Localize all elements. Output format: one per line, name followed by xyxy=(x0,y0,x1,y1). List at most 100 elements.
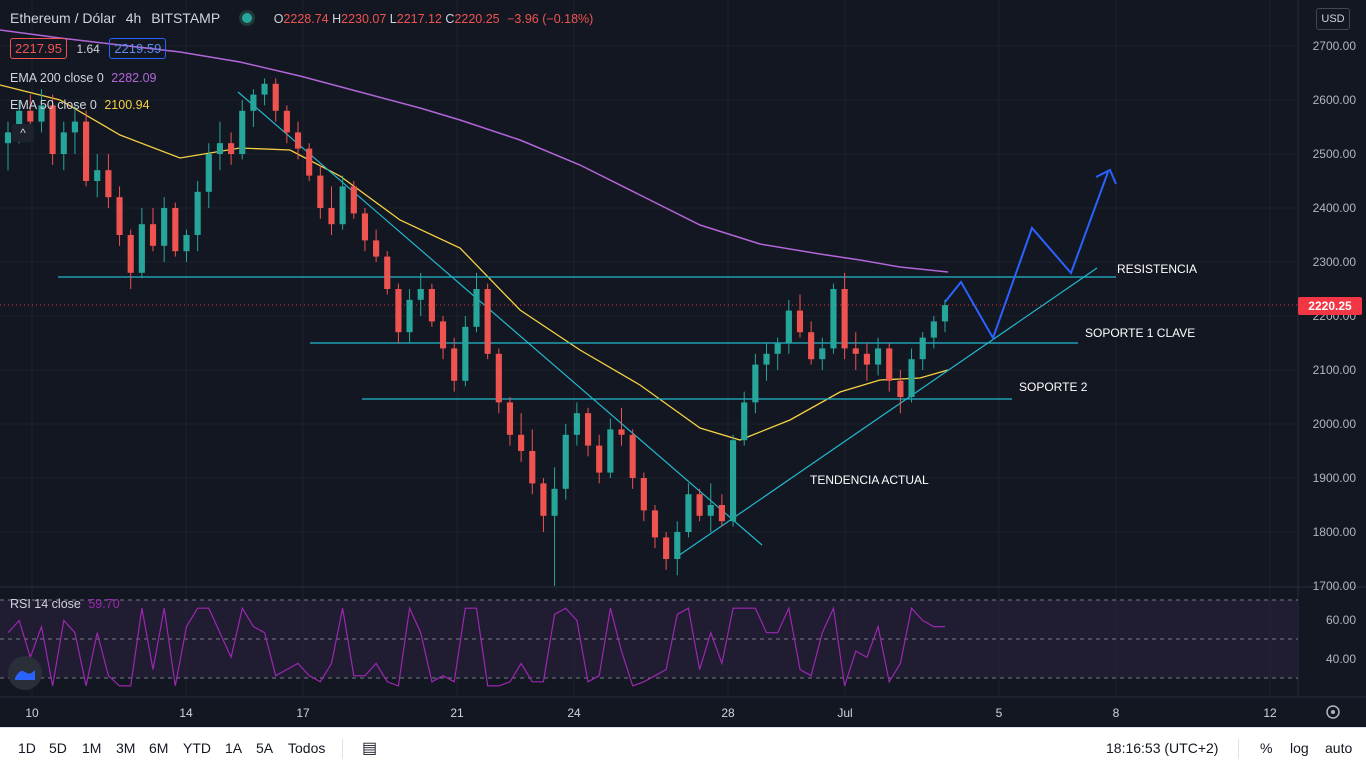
main-chart[interactable]: RESISTENCIA SOPORTE 1 CLAVE SOPORTE 2 TE… xyxy=(0,0,1366,727)
candle-body xyxy=(897,380,904,397)
candle-body xyxy=(105,170,112,198)
candle-body xyxy=(451,348,458,381)
candle-body xyxy=(328,208,335,225)
range-1d[interactable]: 1D xyxy=(18,740,36,756)
interval-label[interactable]: 4h xyxy=(125,10,142,26)
candle-body xyxy=(875,348,882,365)
ask-button[interactable]: 2219.59 xyxy=(109,38,167,59)
range-5a[interactable]: 5A xyxy=(256,740,274,756)
price-tick: 2600.00 xyxy=(1313,93,1357,107)
symbol-header[interactable]: Ethereum / Dólar 4h BITSTAMP O2228.74 H2… xyxy=(10,10,594,26)
candle-body xyxy=(306,148,313,176)
candle-body xyxy=(406,299,413,333)
candle-body xyxy=(228,143,235,154)
candle-body xyxy=(830,289,837,349)
tradingview-logo-icon[interactable] xyxy=(8,656,42,690)
candle-body xyxy=(841,289,848,349)
range-todos[interactable]: Todos xyxy=(288,740,326,756)
candle-body xyxy=(562,434,569,489)
date-range-icon[interactable]: ▤ xyxy=(362,740,378,757)
candle-body xyxy=(919,337,926,360)
candle-body xyxy=(729,440,737,522)
candle-body xyxy=(663,537,670,559)
symbol-name[interactable]: Ethereum / Dólar xyxy=(10,10,116,26)
toolbar-divider xyxy=(342,739,343,759)
bid-button[interactable]: 2217.95 xyxy=(10,38,67,59)
candle-body xyxy=(27,110,34,122)
rsi-value: 59.70 xyxy=(88,597,120,611)
ema200-line xyxy=(0,29,949,273)
candle-body xyxy=(674,532,681,559)
collapse-legend-button[interactable]: ^ xyxy=(12,124,34,142)
candle-body xyxy=(462,326,469,381)
range-1a[interactable]: 1A xyxy=(225,740,243,756)
candle-body xyxy=(529,451,536,484)
candle-body xyxy=(373,240,380,257)
clock-time[interactable]: 18:16:53 (UTC+2) xyxy=(1106,740,1219,756)
candle-body xyxy=(540,483,547,516)
time-tick: 24 xyxy=(567,706,581,720)
candle-body xyxy=(194,191,201,235)
candle-body xyxy=(339,186,346,225)
candle-body xyxy=(741,402,748,441)
candle-body xyxy=(696,494,703,516)
gear-icon[interactable] xyxy=(1326,705,1340,719)
price-tick: 2300.00 xyxy=(1313,255,1357,269)
label-resistencia: RESISTENCIA xyxy=(1117,262,1197,276)
candle-body xyxy=(49,105,56,154)
candle-body xyxy=(83,121,90,181)
candle-body xyxy=(629,434,636,478)
price-tick: 1800.00 xyxy=(1313,525,1357,539)
time-tick: Jul xyxy=(837,706,852,720)
candle-body xyxy=(183,235,190,252)
ema200-value: 2282.09 xyxy=(111,71,157,85)
candle-body xyxy=(651,510,659,538)
price-tick: 2000.00 xyxy=(1313,417,1357,431)
toolbar-divider xyxy=(1238,739,1239,759)
range-3m[interactable]: 3M xyxy=(116,740,136,756)
rsi-legend[interactable]: RSI 14 close 59.70 xyxy=(10,597,120,611)
candle-body xyxy=(172,208,179,252)
log-toggle[interactable]: log xyxy=(1290,740,1309,756)
candle-body xyxy=(484,289,491,354)
candle-body xyxy=(808,332,815,360)
range-ytd[interactable]: YTD xyxy=(183,740,211,756)
ema50-value: 2100.94 xyxy=(104,98,150,112)
candle-body xyxy=(863,353,870,365)
candle-body xyxy=(930,321,937,338)
time-tick: 5 xyxy=(996,706,1003,720)
candle-body xyxy=(4,132,12,144)
ema50-legend[interactable]: EMA 50 close 0 2100.94 xyxy=(10,98,150,112)
time-tick: 8 xyxy=(1113,706,1120,720)
change-value: −3.96 (−0.18%) xyxy=(507,12,594,26)
candle-body xyxy=(138,224,145,273)
time-tick: 28 xyxy=(721,706,735,720)
candle-body xyxy=(439,321,447,349)
currency-button[interactable]: USD xyxy=(1316,8,1350,30)
bottom-toolbar: 1D 5D 1M 3M 6M YTD 1A 5A Todos ▤ 18:16:5… xyxy=(0,727,1366,769)
percent-toggle[interactable]: % xyxy=(1260,740,1273,756)
ema200-legend[interactable]: EMA 200 close 0 2282.09 xyxy=(10,71,157,85)
time-tick: 17 xyxy=(296,706,310,720)
candle-body xyxy=(596,445,603,473)
candle-body xyxy=(384,256,391,289)
price-tick: 2100.00 xyxy=(1313,363,1357,377)
candle-body xyxy=(796,310,804,333)
range-5d[interactable]: 5D xyxy=(49,740,67,756)
market-status-icon xyxy=(241,13,252,23)
candle-body xyxy=(774,343,781,354)
exchange-label: BITSTAMP xyxy=(151,10,220,26)
candle-body xyxy=(71,121,78,133)
ema50-line xyxy=(0,84,949,441)
candle-body xyxy=(785,310,792,343)
candle-body xyxy=(473,289,480,327)
candlestick-series xyxy=(4,78,949,586)
candle-body xyxy=(272,83,279,111)
range-1m[interactable]: 1M xyxy=(82,740,102,756)
range-6m[interactable]: 6M xyxy=(149,740,169,756)
auto-toggle[interactable]: auto xyxy=(1325,740,1353,756)
candle-body xyxy=(573,413,580,435)
candle-body xyxy=(607,429,614,473)
label-soporte-1: SOPORTE 1 CLAVE xyxy=(1085,326,1195,340)
price-tick: 2500.00 xyxy=(1313,147,1357,161)
